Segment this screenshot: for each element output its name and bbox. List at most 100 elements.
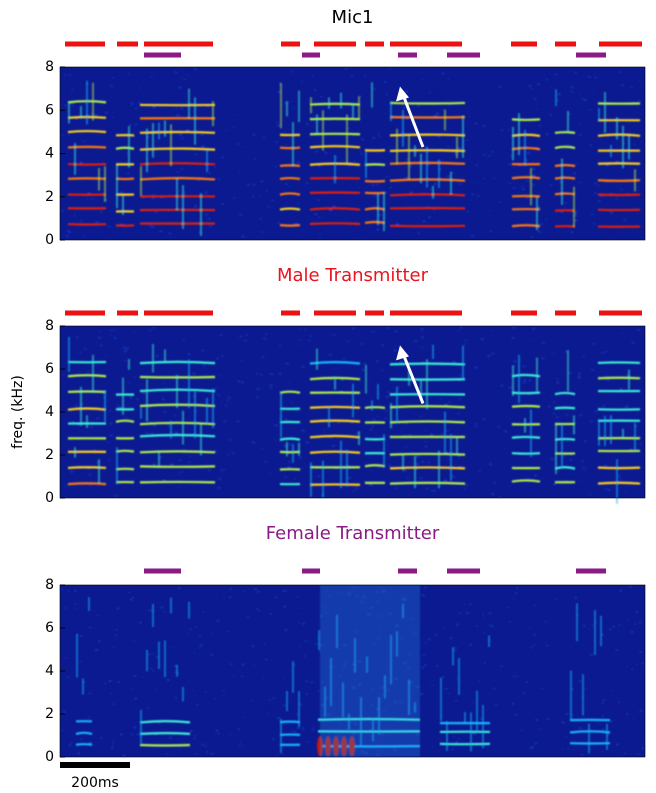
onset [488,635,490,647]
noise [326,400,329,402]
onset [212,389,214,428]
noise [136,398,139,400]
noise [308,340,311,342]
noise [95,220,98,222]
noise [302,430,305,432]
noise [523,379,526,381]
noise [61,134,64,136]
noise [596,602,599,604]
noise [387,445,390,447]
noise [377,467,380,469]
noise [379,396,382,398]
noise [412,229,415,231]
noise [544,636,547,638]
noise [72,106,75,108]
noise [620,189,623,191]
noise [275,424,278,426]
noise [445,688,448,690]
onset [476,691,478,733]
noise [639,651,642,653]
noise [522,188,525,190]
onset [140,408,142,419]
noise [482,418,485,420]
noise [309,335,312,337]
noise [150,668,153,670]
noise [243,722,246,724]
noise [523,382,526,384]
noise [70,471,73,473]
noise [475,367,478,369]
noise [492,684,495,686]
noise [149,329,152,331]
noise [534,475,537,477]
y-axis-label: freq. (kHz) [10,375,26,449]
onset [128,126,130,168]
noise [342,358,345,360]
noise [570,367,573,369]
noise [224,405,227,407]
noise [475,164,478,166]
noise [379,214,382,216]
noise [300,152,303,154]
noise [476,152,479,154]
noise [217,732,220,734]
noise [154,689,157,691]
noise [120,191,123,193]
noise [112,647,115,649]
noise [488,355,491,357]
noise [238,172,241,174]
noise [168,233,171,235]
noise [576,163,579,165]
noise [516,676,519,678]
noise [345,68,348,70]
noise [158,615,161,617]
noise [547,718,550,720]
noise [469,644,472,646]
noise [156,355,159,357]
noise [195,153,198,155]
harmonic [116,179,134,180]
noise [618,71,621,73]
noise [521,732,524,734]
noise [541,357,544,359]
noise [607,489,610,491]
noise [168,192,171,194]
noise [311,429,314,431]
noise [385,417,388,419]
noise [83,479,86,481]
noise [626,713,629,715]
noise [633,144,636,146]
noise [275,121,278,123]
onset [458,658,460,695]
onset [524,130,526,166]
onset [92,83,94,121]
noise [509,482,512,484]
noise [109,334,112,336]
noise [167,425,170,427]
noise [405,203,408,205]
noise [486,136,489,138]
noise [432,424,435,426]
noise [492,335,495,337]
noise [554,73,557,75]
noise [571,87,574,89]
noise [551,458,554,460]
noise [209,226,212,228]
noise [491,493,494,495]
noise [389,183,392,185]
noise [107,459,110,461]
noise [448,105,451,107]
noise [197,180,200,182]
noise [573,172,576,174]
noise [441,433,444,435]
noise [176,171,179,173]
harmonic [310,208,360,209]
panel-title: Female Transmitter [266,523,440,544]
harmonic [365,407,385,408]
noise [493,705,496,707]
noise [538,231,541,233]
onset [76,634,78,678]
onset [182,687,184,702]
noise [357,233,360,235]
noise [88,474,91,476]
